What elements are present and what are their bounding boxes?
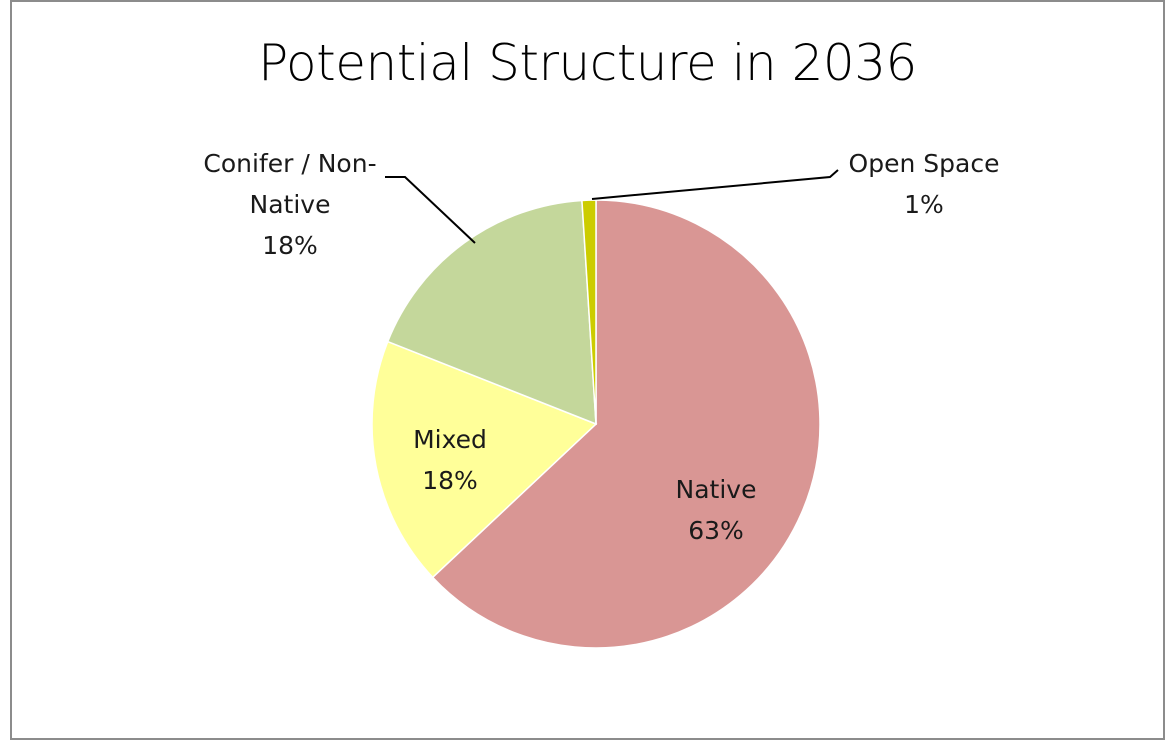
pie-chart: Native 63% Mixed 18% Conifer / Non-Native 18%… xyxy=(203,149,1000,649)
pie-slice-native xyxy=(431,199,821,649)
data-label-conifer-non-native: Conifer / Non-Native 18% xyxy=(203,149,376,260)
data-label-native: Native 63% xyxy=(676,475,757,545)
data-label-open-space: Open Space 1% xyxy=(849,149,1000,219)
pie-slice-mixed xyxy=(371,340,598,579)
pie-slice-conifer-non-native xyxy=(386,199,597,426)
pie-slice-open-space xyxy=(581,199,597,425)
data-label-mixed: Mixed 18% xyxy=(413,425,487,495)
chart-title: Potential Structure in 2036 xyxy=(258,34,917,92)
leader-line-conifer-non-native xyxy=(385,176,476,244)
leader-line-open-space xyxy=(591,169,839,200)
